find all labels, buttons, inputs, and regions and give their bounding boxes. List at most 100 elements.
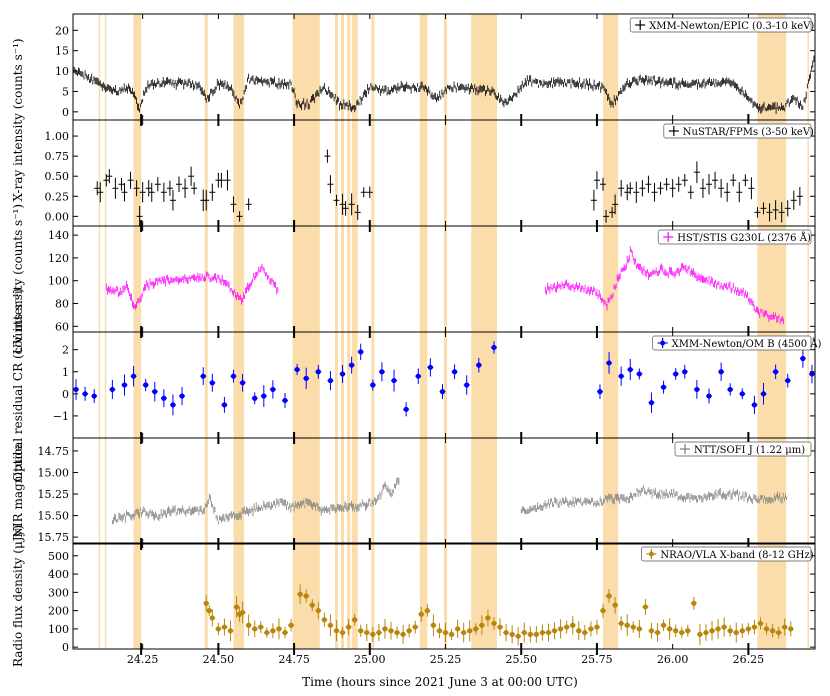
panel-xmm-epic-ytick-label: 0 — [62, 106, 69, 119]
panel-ntt-ytick-label: 15.50 — [38, 510, 70, 523]
panel-vla-marker — [364, 629, 370, 636]
panel-ntt-legend: NTT/SOFI J (1.22 μm) — [674, 441, 812, 457]
panel-xmm-om-marker — [339, 371, 346, 377]
panel-xmm-om-marker — [618, 373, 624, 379]
panel-vla-marker — [333, 628, 340, 634]
panel-vla-marker — [442, 629, 449, 636]
panel-vla-marker — [703, 629, 709, 636]
panel-nustar-legend-box — [663, 123, 812, 139]
panel-vla-marker — [545, 629, 552, 636]
x-tick-label: 24.25 — [127, 653, 159, 666]
panel-xmm-om-legend-label: XMM-Newton/OM B (4500 Å) — [672, 338, 822, 350]
panel-hst-legend: HST/STIS G230L (2376 Å) — [657, 229, 812, 245]
panel-vla-marker — [209, 615, 215, 621]
panel-vla-marker — [624, 622, 630, 628]
panel-xmm-om-marker — [476, 362, 482, 368]
panel-vla-marker — [558, 626, 564, 632]
panel-nustar-ytick-label: 0.75 — [45, 150, 70, 163]
panel-vla-marker — [648, 628, 655, 634]
panel-vla-marker — [327, 622, 334, 628]
panel-hst-ylabel: UV intensity (counts s⁻¹) — [11, 204, 25, 354]
panel-xmm-om-ytick-label: 1 — [62, 366, 69, 379]
panel-xmm-om-marker — [370, 382, 376, 388]
panel-vla-marker — [503, 629, 509, 636]
panel-xmm-om-marker — [785, 377, 791, 384]
panel-vla-marker — [606, 593, 612, 599]
panel-xmm-om-marker — [673, 371, 679, 377]
panel-vla-marker — [321, 617, 327, 623]
panel-vla-marker — [246, 622, 252, 628]
panel-xmm-om-marker — [240, 380, 246, 386]
panel-xmm-om-ylabel: Optical residual CR (counts s⁻¹) — [11, 288, 25, 482]
panel-xmm-om-marker — [415, 373, 421, 379]
panel-xmm-om-marker — [230, 373, 237, 379]
panel-xmm-om-marker — [706, 393, 712, 399]
panel-vla-marker — [339, 629, 346, 636]
panel-vla-ytick-label: 200 — [48, 605, 69, 618]
panel-xmm-epic-legend-label: XMM-Newton/EPIC (0.3-10 keV) — [649, 21, 814, 32]
panel-xmm-om-marker — [597, 389, 603, 395]
panel-vla-marker — [618, 620, 624, 627]
panel-vla-marker — [309, 602, 315, 608]
panel-hst-series — [105, 246, 784, 325]
panel-xmm-om-legend: XMM-Newton/OM B (4500 Å) — [652, 335, 822, 351]
panel-xmm-om-marker — [694, 386, 700, 393]
panel-xmm-om-marker — [170, 402, 176, 408]
panel-vla-marker — [282, 629, 288, 636]
panel-vla-marker — [258, 624, 264, 630]
panel-vla-marker — [521, 629, 527, 636]
panel-xmm-om-marker — [91, 393, 97, 399]
panel-nustar-series — [94, 149, 803, 227]
panel-vla-marker — [264, 629, 270, 636]
panel-vla-marker — [358, 628, 364, 634]
x-tick-label: 24.50 — [203, 653, 235, 666]
panel-xmm-om-marker — [403, 406, 409, 412]
panel-vla-marker — [539, 629, 546, 636]
panel-xmm-om-marker — [109, 386, 115, 393]
panel-vla-ytick-label: 400 — [48, 568, 69, 581]
panel-vla-marker — [697, 631, 703, 637]
panel-hst-ytick-label: 60 — [55, 320, 69, 333]
panel-vla-marker — [448, 631, 455, 637]
panel-ntt-legend-label: NTT/SOFI J (1.22 μm) — [694, 445, 805, 456]
panel-xmm-om-marker — [315, 369, 321, 375]
panel-vla-marker — [751, 624, 758, 630]
panel-xmm-om-marker — [303, 375, 309, 381]
panel-vla-marker — [206, 608, 212, 614]
panel-vla-marker — [352, 617, 358, 623]
panel-vla-marker — [376, 629, 382, 636]
panel-xmm-om-marker — [200, 373, 206, 379]
shared-xray-ylabel: X-ray intensity (counts s⁻¹) — [11, 38, 25, 201]
panel-vla-marker — [388, 628, 394, 634]
panel-vla-marker — [612, 602, 618, 608]
panel-vla-marker — [346, 624, 352, 630]
panel-vla-frame — [72, 542, 816, 650]
panel-xmm-om-marker — [130, 373, 137, 379]
panel-vla-marker — [733, 629, 739, 636]
panel-vla-marker — [636, 626, 642, 632]
panel-vla-marker — [757, 620, 764, 627]
panel-vla-marker — [515, 633, 521, 639]
panel-vla-marker — [297, 591, 303, 597]
panel-xmm-om-marker — [121, 382, 128, 388]
panel-xmm-om-marker — [648, 400, 655, 406]
panel-xmm-om-marker — [261, 393, 267, 399]
panel-vla-marker — [739, 628, 745, 634]
panel-xmm-om-marker — [773, 369, 779, 375]
panel-xmm-om-marker — [627, 366, 633, 373]
panel-hst-legend-label: HST/STIS G230L (2376 Å) — [677, 232, 811, 244]
panel-xmm-om-series — [73, 341, 815, 417]
panel-vla-marker — [430, 622, 436, 628]
panel-vla-legend-box — [641, 546, 812, 562]
panel-vla-marker — [600, 608, 606, 614]
panel-vla-marker — [276, 626, 282, 632]
axes-layer — [72, 13, 816, 655]
panel-vla-marker — [412, 624, 418, 630]
panel-xmm-om-marker — [73, 386, 79, 393]
panel-xmm-om-marker — [606, 360, 612, 366]
panel-xmm-om-marker — [143, 382, 149, 388]
panel-xmm-om-marker — [349, 362, 355, 368]
panel-xmm-epic-legend: XMM-Newton/EPIC (0.3-10 keV) — [629, 17, 814, 33]
panel-vla-marker — [715, 626, 721, 632]
panel-xmm-om-marker — [727, 386, 733, 393]
